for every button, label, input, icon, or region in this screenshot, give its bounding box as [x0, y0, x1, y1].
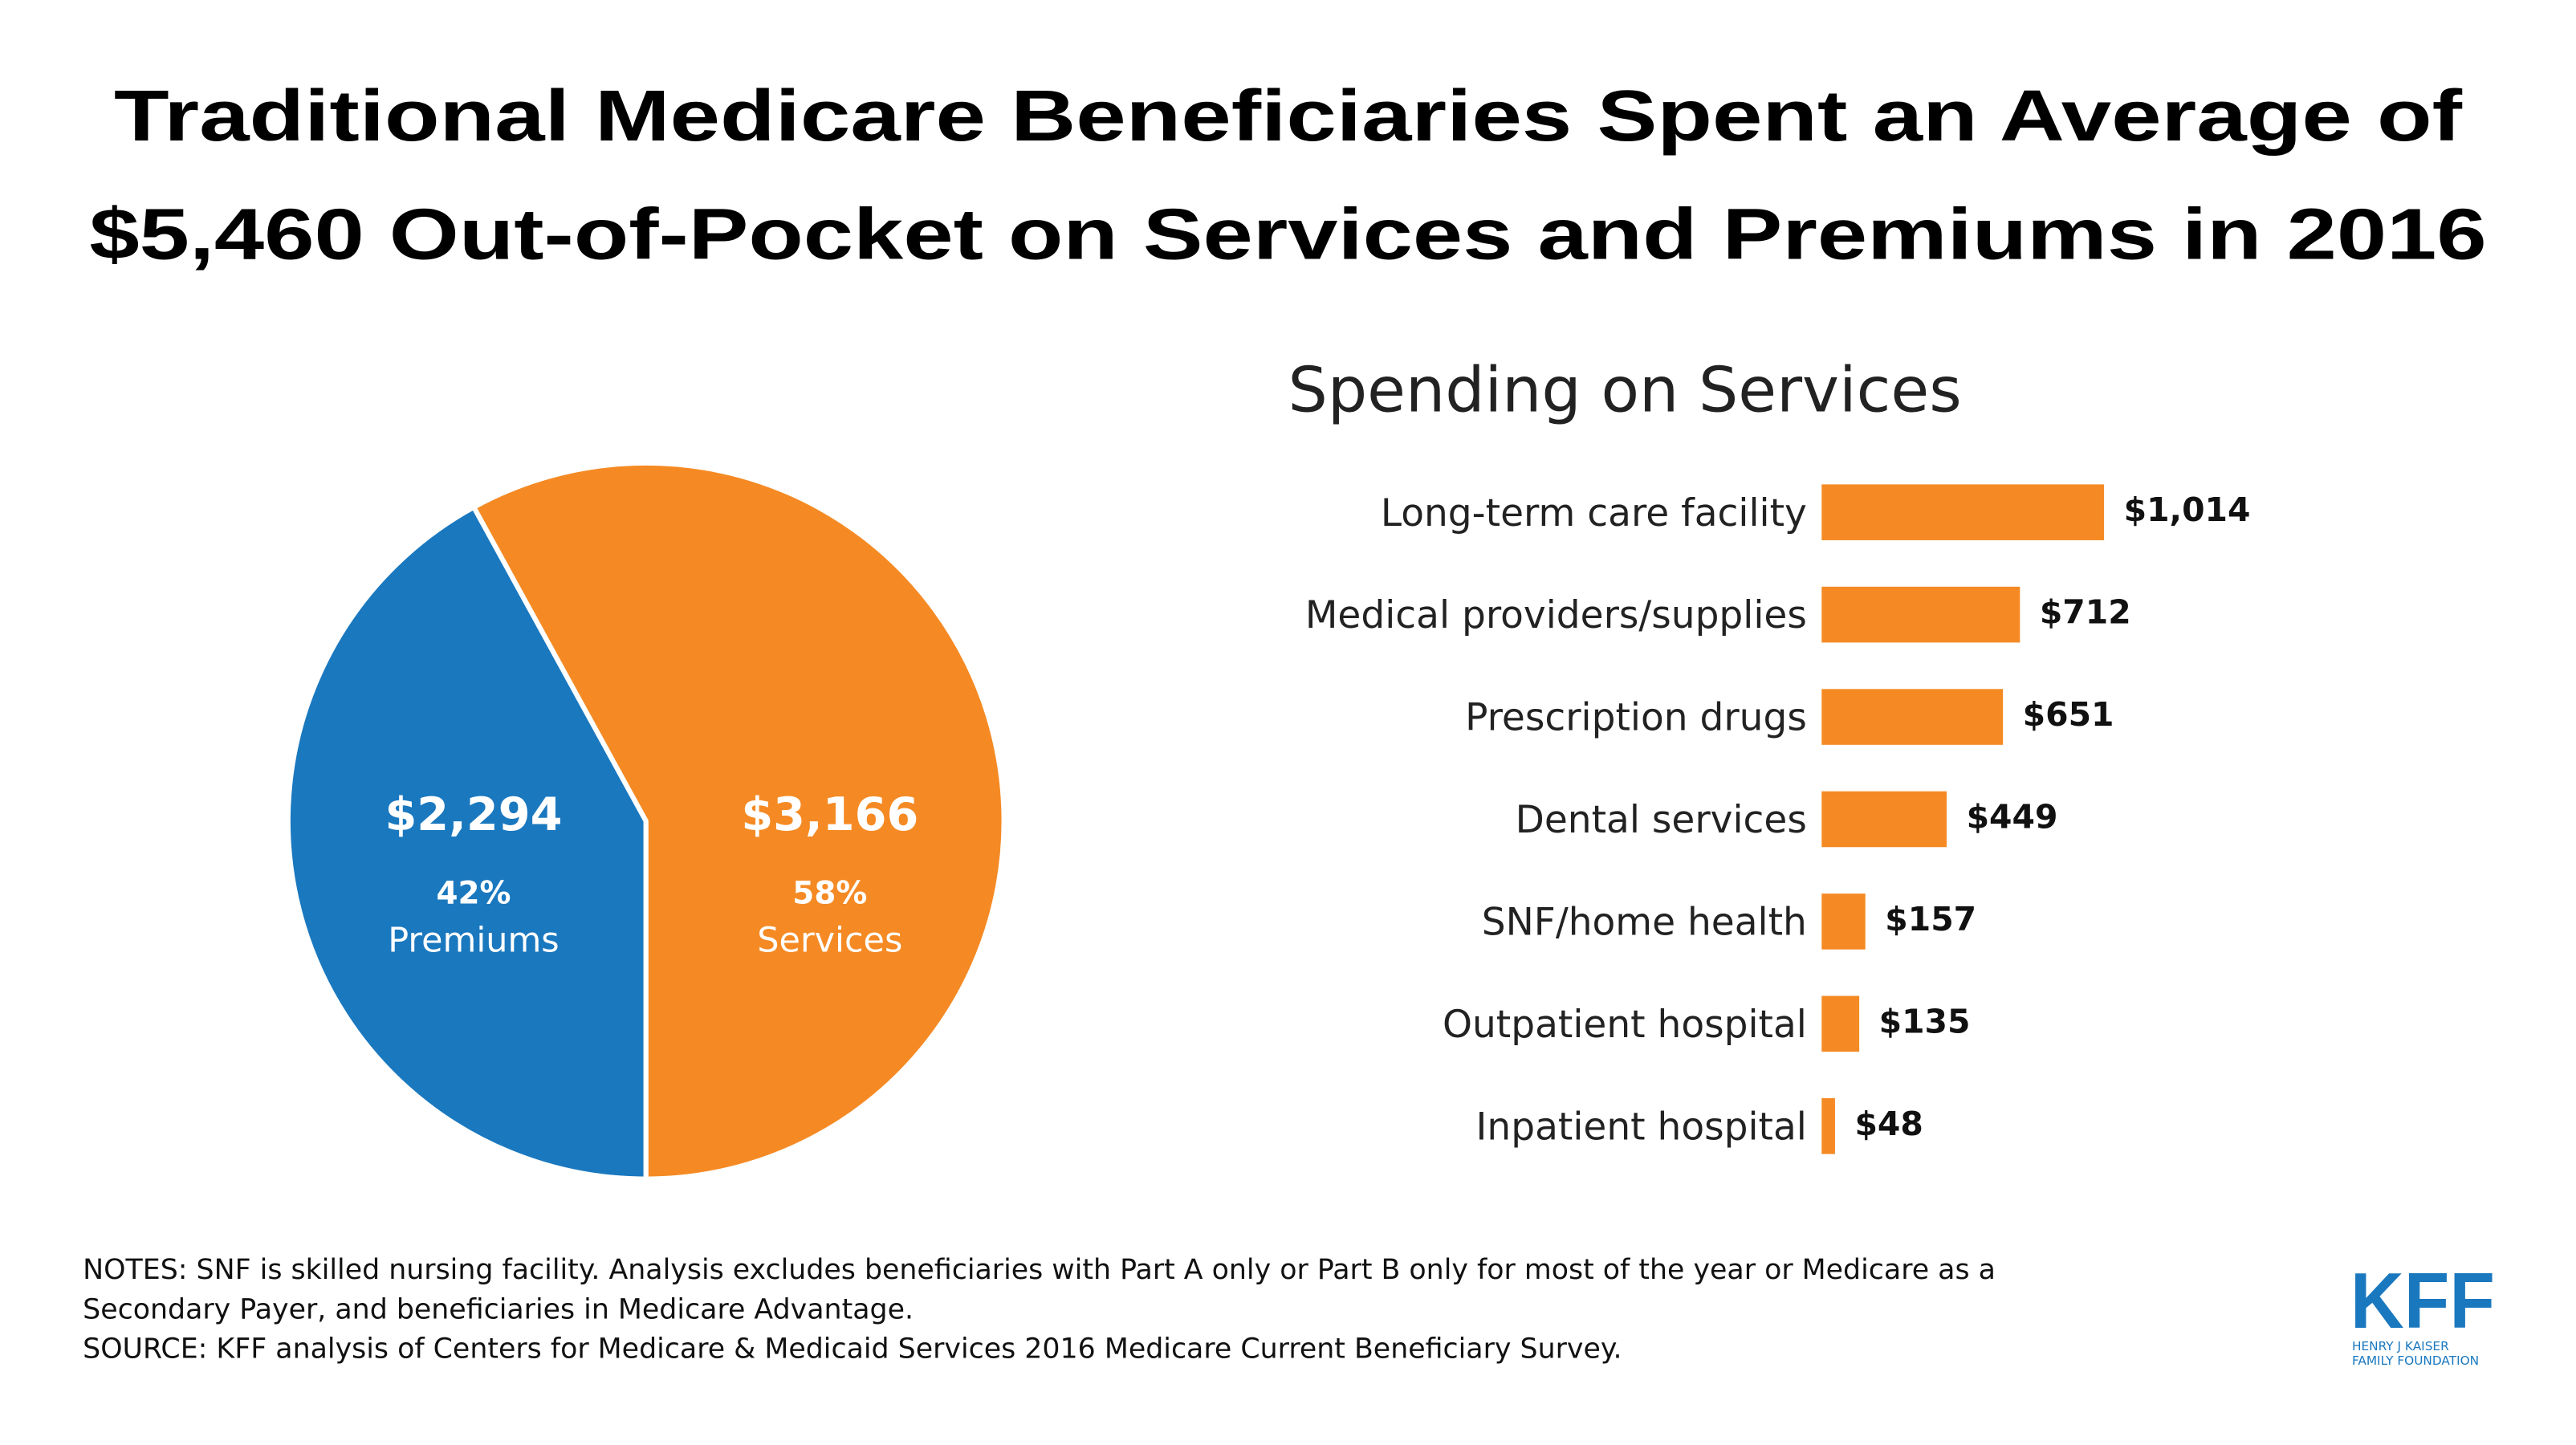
title-line: $5,460 Out-of-Pocket on Services and Pre… — [89, 194, 2486, 275]
bar — [1821, 995, 1860, 1052]
value-label: $1,014 — [2124, 490, 2251, 529]
category-label: Premiums — [388, 921, 559, 961]
value-label: $3,166 — [741, 788, 918, 841]
category-label: Outpatient hospital — [1443, 1003, 1807, 1047]
percent-label: 58% — [792, 875, 867, 911]
value-label: $2,294 — [385, 788, 562, 841]
logo-mark: KFF — [2350, 1256, 2495, 1345]
category-label: Medical providers/supplies — [1305, 593, 1807, 637]
value-label: $157 — [1885, 900, 1976, 938]
title-line: Traditional Medicare Beneficiaries Spent… — [114, 76, 2463, 157]
value-label: $48 — [1854, 1105, 1923, 1143]
category-label: Services — [757, 921, 902, 961]
chart-title: Spending on Services — [1288, 354, 1962, 426]
value-label: $135 — [1879, 1002, 1971, 1040]
value-label: $449 — [1967, 797, 2058, 836]
bar — [1821, 689, 2004, 745]
percent-label: 42% — [436, 875, 511, 911]
pie-slice — [470, 460, 1007, 1182]
note-line: Secondary Payer, and beneficiaries in Me… — [83, 1293, 914, 1325]
category-label: Inpatient hospital — [1476, 1105, 1807, 1149]
value-label: $712 — [2040, 593, 2131, 632]
logo-text: FAMILY FOUNDATION — [2352, 1353, 2479, 1368]
pie-slice — [285, 503, 649, 1182]
bar — [1821, 1098, 1835, 1154]
bar — [1821, 791, 1947, 848]
logo-text: HENRY J KAISER — [2352, 1339, 2449, 1353]
category-label: Prescription drugs — [1465, 696, 1807, 740]
bar — [1821, 586, 2021, 643]
note-line: NOTES: SNF is skilled nursing facility. … — [83, 1254, 1996, 1286]
value-label: $651 — [2023, 695, 2114, 734]
category-label: SNF/home health — [1482, 901, 1807, 945]
category-label: Long-term care facility — [1381, 491, 1807, 535]
bar — [1821, 893, 1866, 950]
bar — [1821, 484, 2105, 540]
note-line: SOURCE: KFF analysis of Centers for Medi… — [83, 1333, 1622, 1365]
category-label: Dental services — [1516, 798, 1807, 842]
